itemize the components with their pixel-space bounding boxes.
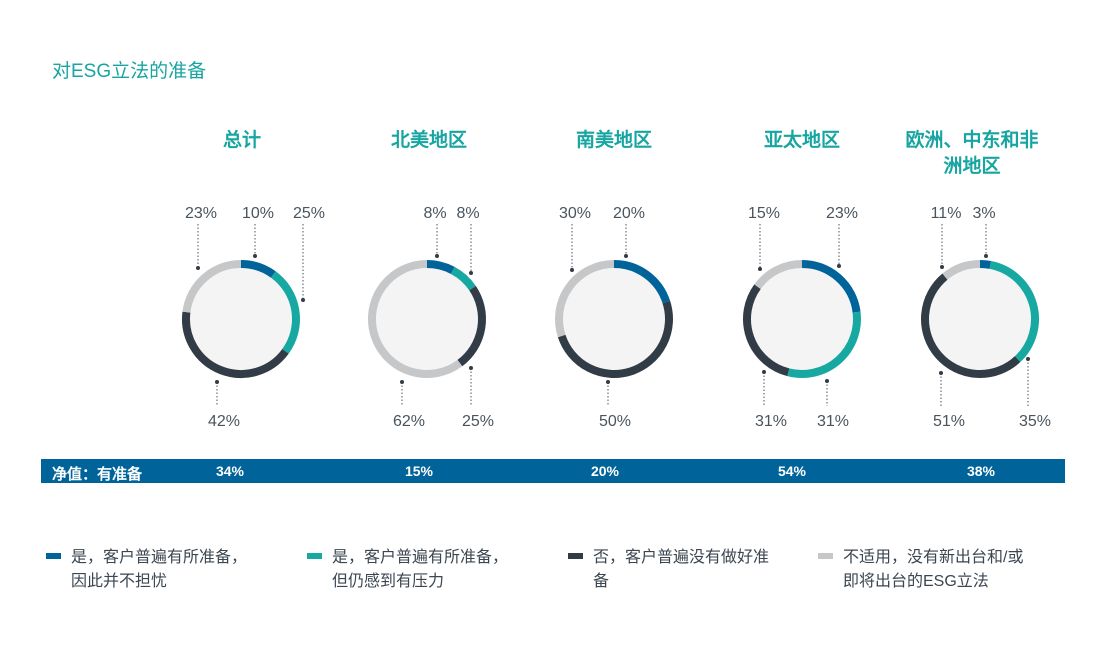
donut-segment-north-america-na [368,260,463,378]
legend-line: 是，客户普遍有所准备， [332,549,509,566]
label-na-teal: 8% [456,205,479,222]
region-title-emea: 欧洲、中东和非洲地区 [905,130,1039,177]
donut-segment-north-america-yes-no-concern [426,260,455,275]
net-value-total: 34% [215,463,245,479]
donut-segment-total-no [182,311,289,378]
chart-south-america: 30% 20% 50% [559,205,645,430]
legend-line: 即将出台的ESG立法 [843,573,989,590]
label-total-teal: 25% [293,205,325,222]
donut-segment-south-america-yes-no-concern [613,260,671,304]
donut-segment-south-america-no [557,300,673,378]
label-sa-gray: 30% [559,205,591,222]
chart-asia-pacific: 15% 23% 31% 31% [748,205,858,430]
label-emea-teal: 35% [1019,413,1051,430]
donut-segment-emea-yes-no-concern [979,259,992,269]
legend-line: 是，客户普遍有所准备， [71,549,248,566]
label-total-blue: 10% [242,205,274,222]
legend-line: 不适用，没有新出台和/或 [843,549,1024,566]
region-title-north-america: 北美地区 [390,130,467,151]
donut-segment-total-yes-pressure [270,271,300,354]
legend-swatch [818,553,833,559]
donut-segment-south-america-na [555,260,615,338]
region-title-asia-pacific: 亚太地区 [763,130,840,151]
donut-segment-emea-no [921,273,1021,378]
label-na-gray: 62% [393,413,425,430]
donut-segment-asia-pacific-yes-pressure [787,311,861,378]
legend-line: 因此并不担忧 [71,573,168,590]
chart-north-america: 8% 8% 62% 25% [393,205,494,430]
label-total-gray: 23% [185,205,217,222]
label-emea-blue: 3% [972,205,995,222]
chart-emea: 11% 3% 51% 35% [931,205,1051,430]
region-title-south-america: 南美地区 [575,130,652,151]
donut-segment-total-na [182,260,242,313]
donut-segment-north-america-no [457,285,486,367]
label-sa-dark: 50% [599,413,631,430]
label-na-dark: 25% [462,413,494,430]
label-emea-gray: 11% [931,205,962,222]
donut-center-asia-pacific [751,268,853,370]
legend-swatch [46,553,61,559]
legend-swatch [307,553,322,559]
chart-title: 对ESG立法的准备 [52,61,207,82]
region-title-total: 总计 [222,130,261,151]
net-value-emea: 38% [966,463,996,479]
net-prepared-label: 净值：有准备 [52,466,143,483]
donut-segment-emea-yes-pressure [989,261,1039,363]
label-ap-dark: 31% [755,413,787,430]
donut-segment-emea-na [942,260,981,280]
label-ap-teal: 31% [817,413,849,430]
chart-total: 23% 10% 25% 42% [185,205,325,430]
donut-center-total [190,268,292,370]
net-value-asia-pacific: 54% [777,463,807,479]
donut-segment-asia-pacific-na [754,260,803,290]
label-emea-dark: 51% [933,413,965,430]
label-ap-blue: 23% [826,205,858,222]
net-value-south-america: 20% [590,463,620,479]
donut-center-north-america [376,268,478,370]
label-ap-gray: 15% [748,205,780,222]
legend-line: 备 [593,573,610,590]
legend-swatch [568,553,583,559]
label-na-blue: 8% [423,205,446,222]
donut-center-emea [929,268,1031,370]
donut-segment-total-yes-no-concern [240,260,276,278]
legend-line: 否，客户普遍没有做好准 [593,549,770,566]
net-value-north-america: 15% [404,463,434,479]
net-prepared-bar: 净值：有准备 34% 15% 20% 54% 38% [41,459,1065,483]
legend-line: 但仍感到有压力 [332,573,445,590]
donut-segment-asia-pacific-no [743,284,790,377]
label-total-dark: 42% [208,413,240,430]
donut-segment-north-america-yes-pressure [450,266,476,291]
label-sa-blue: 20% [613,205,645,222]
donut-center-south-america [563,268,665,370]
donut-segment-asia-pacific-yes-no-concern [801,260,861,313]
